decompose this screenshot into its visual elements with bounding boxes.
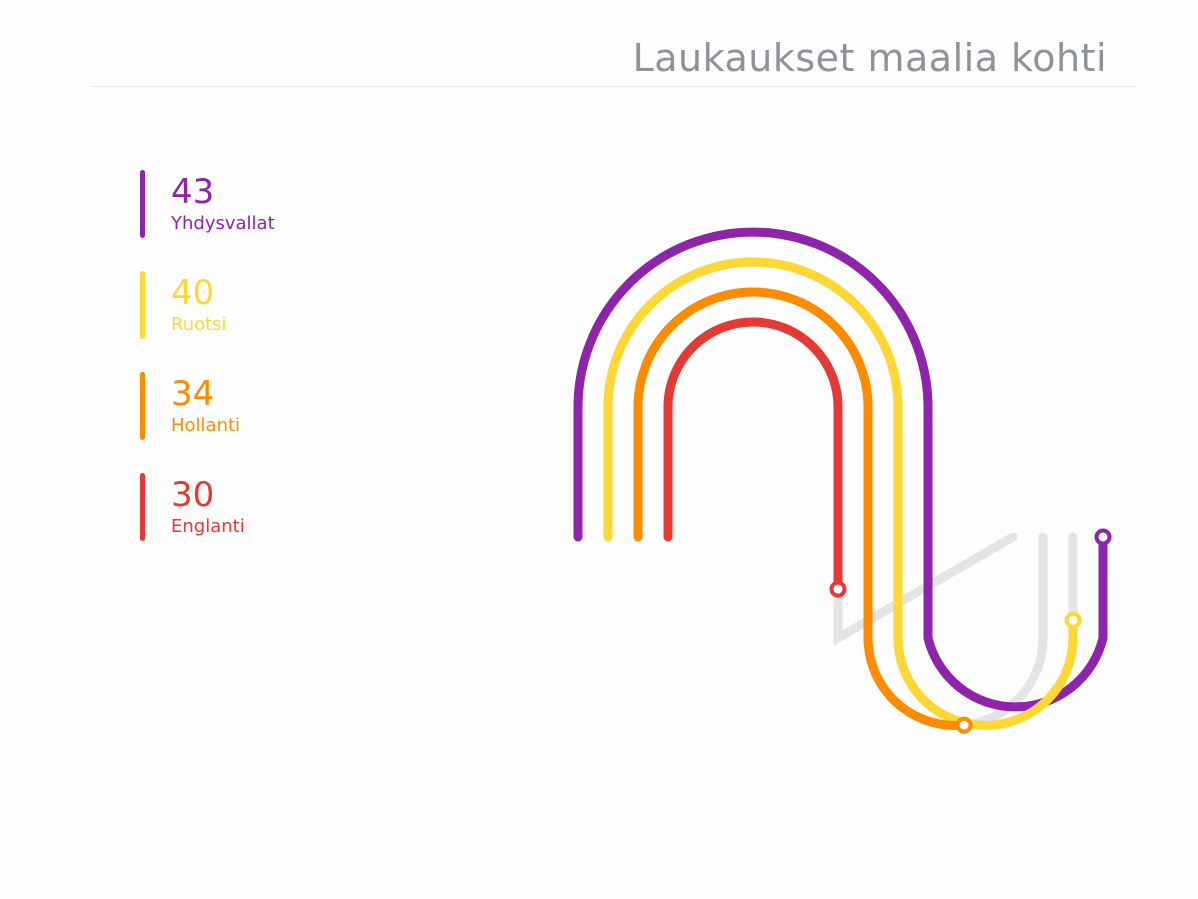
legend-label: Ruotsi xyxy=(171,314,227,335)
chart-title: Laukaukset maalia kohti xyxy=(632,36,1107,80)
end-marker-ruotsi xyxy=(1064,611,1082,629)
legend-value: 40 xyxy=(171,273,215,313)
legend-label: Hollanti xyxy=(171,415,241,436)
progress-ruotsi xyxy=(603,257,1078,730)
legend-color-bar xyxy=(140,271,145,339)
legend-item-hollanti: 34 Hollanti xyxy=(140,372,275,440)
legend-color-bar xyxy=(140,372,145,440)
legend-color-bar xyxy=(140,170,145,238)
legend-color-bar xyxy=(140,473,145,541)
legend-item-yhdysvallat: 43 Yhdysvallat xyxy=(140,170,275,238)
legend: 43 Yhdysvallat 40 Ruotsi 34 Hollanti 30 … xyxy=(140,168,275,574)
end-marker-hollanti xyxy=(955,716,973,734)
legend-value: 30 xyxy=(171,475,215,515)
end-marker-englanti xyxy=(829,580,847,598)
progress-englanti xyxy=(663,317,1018,646)
legend-value: 34 xyxy=(171,374,215,414)
progress-hollanti xyxy=(633,287,1048,730)
legend-label: Yhdysvallat xyxy=(171,213,275,234)
legend-label: Englanti xyxy=(171,516,245,537)
title-divider xyxy=(90,86,1136,87)
legend-value: 43 xyxy=(171,172,215,212)
end-marker-yhdysvallat xyxy=(1094,528,1112,546)
legend-item-ruotsi: 40 Ruotsi xyxy=(140,271,275,339)
legend-item-englanti: 30 Englanti xyxy=(140,473,275,541)
